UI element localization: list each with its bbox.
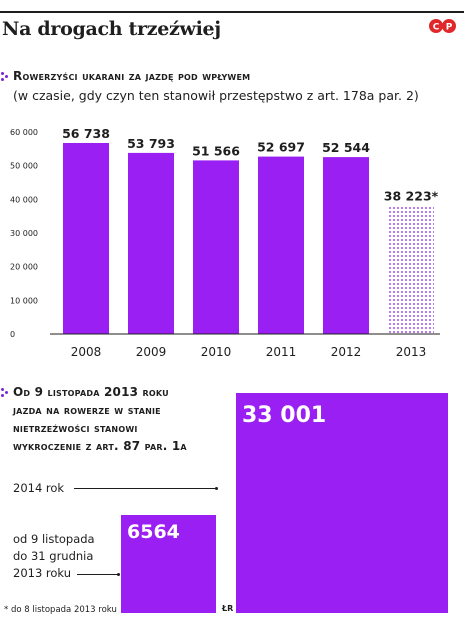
bar-value-label: 53 793 [127,136,175,151]
bar-2014-leader [74,488,216,489]
y-tick-label: 50 000 [10,162,38,171]
y-tick-label: 10 000 [10,296,38,305]
bar-2013-leader-dot [117,573,120,576]
bar-value-label: 51 566 [192,143,240,158]
page-title: Na drogach trzeźwiej [2,18,221,40]
y-tick-label: 20 000 [10,263,38,272]
x-tick-label: 2009 [136,345,167,359]
chart1-subheading: (w czasie, gdy czyn ten stanowił przestę… [13,88,419,103]
bar-2010 [193,160,239,334]
bar-value-label: 56 738 [62,126,110,141]
x-tick-label: 2010 [201,345,232,359]
bar-2013-partial-value: 6564 [127,521,180,543]
bar-value-label: 52 697 [257,140,305,155]
bar-2014-value: 33 001 [242,403,327,428]
x-tick-label: 2012 [331,345,362,359]
y-tick-label: 0 [10,330,15,339]
bar-2013-leader [77,574,119,575]
bullet-dots-icon [1,72,11,82]
x-tick-label: 2013 [396,345,427,359]
bar-2013-label-line-1: od 9 listopada [13,532,95,546]
bar-chart: 0 10 000 20 000 30 000 40 000 50 000 60 000 56… [10,126,440,359]
bar-2008 [63,142,109,334]
author-credit: ŁR [222,604,234,613]
y-tick-label: 40 000 [10,195,38,204]
chart2-heading-line-3: nietrzeźwości stanowi [13,421,138,435]
bullet-dots-icon [1,388,11,398]
bar-value-label: 38 223* [384,188,439,203]
chart2-heading-line-1: Od 9 listopada 2013 roku [13,385,169,399]
y-tick-label: 30 000 [10,229,38,238]
bar-2009 [128,152,174,334]
bar-2014 [236,393,448,613]
cp-logo: C P [428,18,458,38]
bar-2014-label: 2014 rok [13,481,65,495]
y-tick-label: 60 000 [10,128,38,137]
bar-2012 [323,157,369,334]
chart2-heading-line-2: jazda na rowerze w stanie [13,403,161,417]
svg-text:P: P [446,23,453,33]
x-tick-label: 2011 [266,345,297,359]
bar-2013-label-line-3: 2013 roku [13,566,72,580]
bar-2013-label-line-2: do 31 grudnia [13,549,94,563]
bar-2014-leader-dot [215,487,218,490]
chart2-heading-line-4: wykroczenie z art. 87 par. 1a [13,439,187,453]
bar-2013 [388,205,434,334]
bar-value-label: 52 544 [322,140,370,155]
top-rule [0,11,464,13]
bar-2013-partial [121,515,216,613]
svg-text:C: C [433,23,440,33]
x-tick-label: 2008 [71,345,102,359]
chart1-heading: Rowerzyści ukarani za jazdę pod wpływem [13,69,251,83]
footnote: * do 8 listopada 2013 roku [4,605,117,615]
bar-2011 [258,156,304,334]
